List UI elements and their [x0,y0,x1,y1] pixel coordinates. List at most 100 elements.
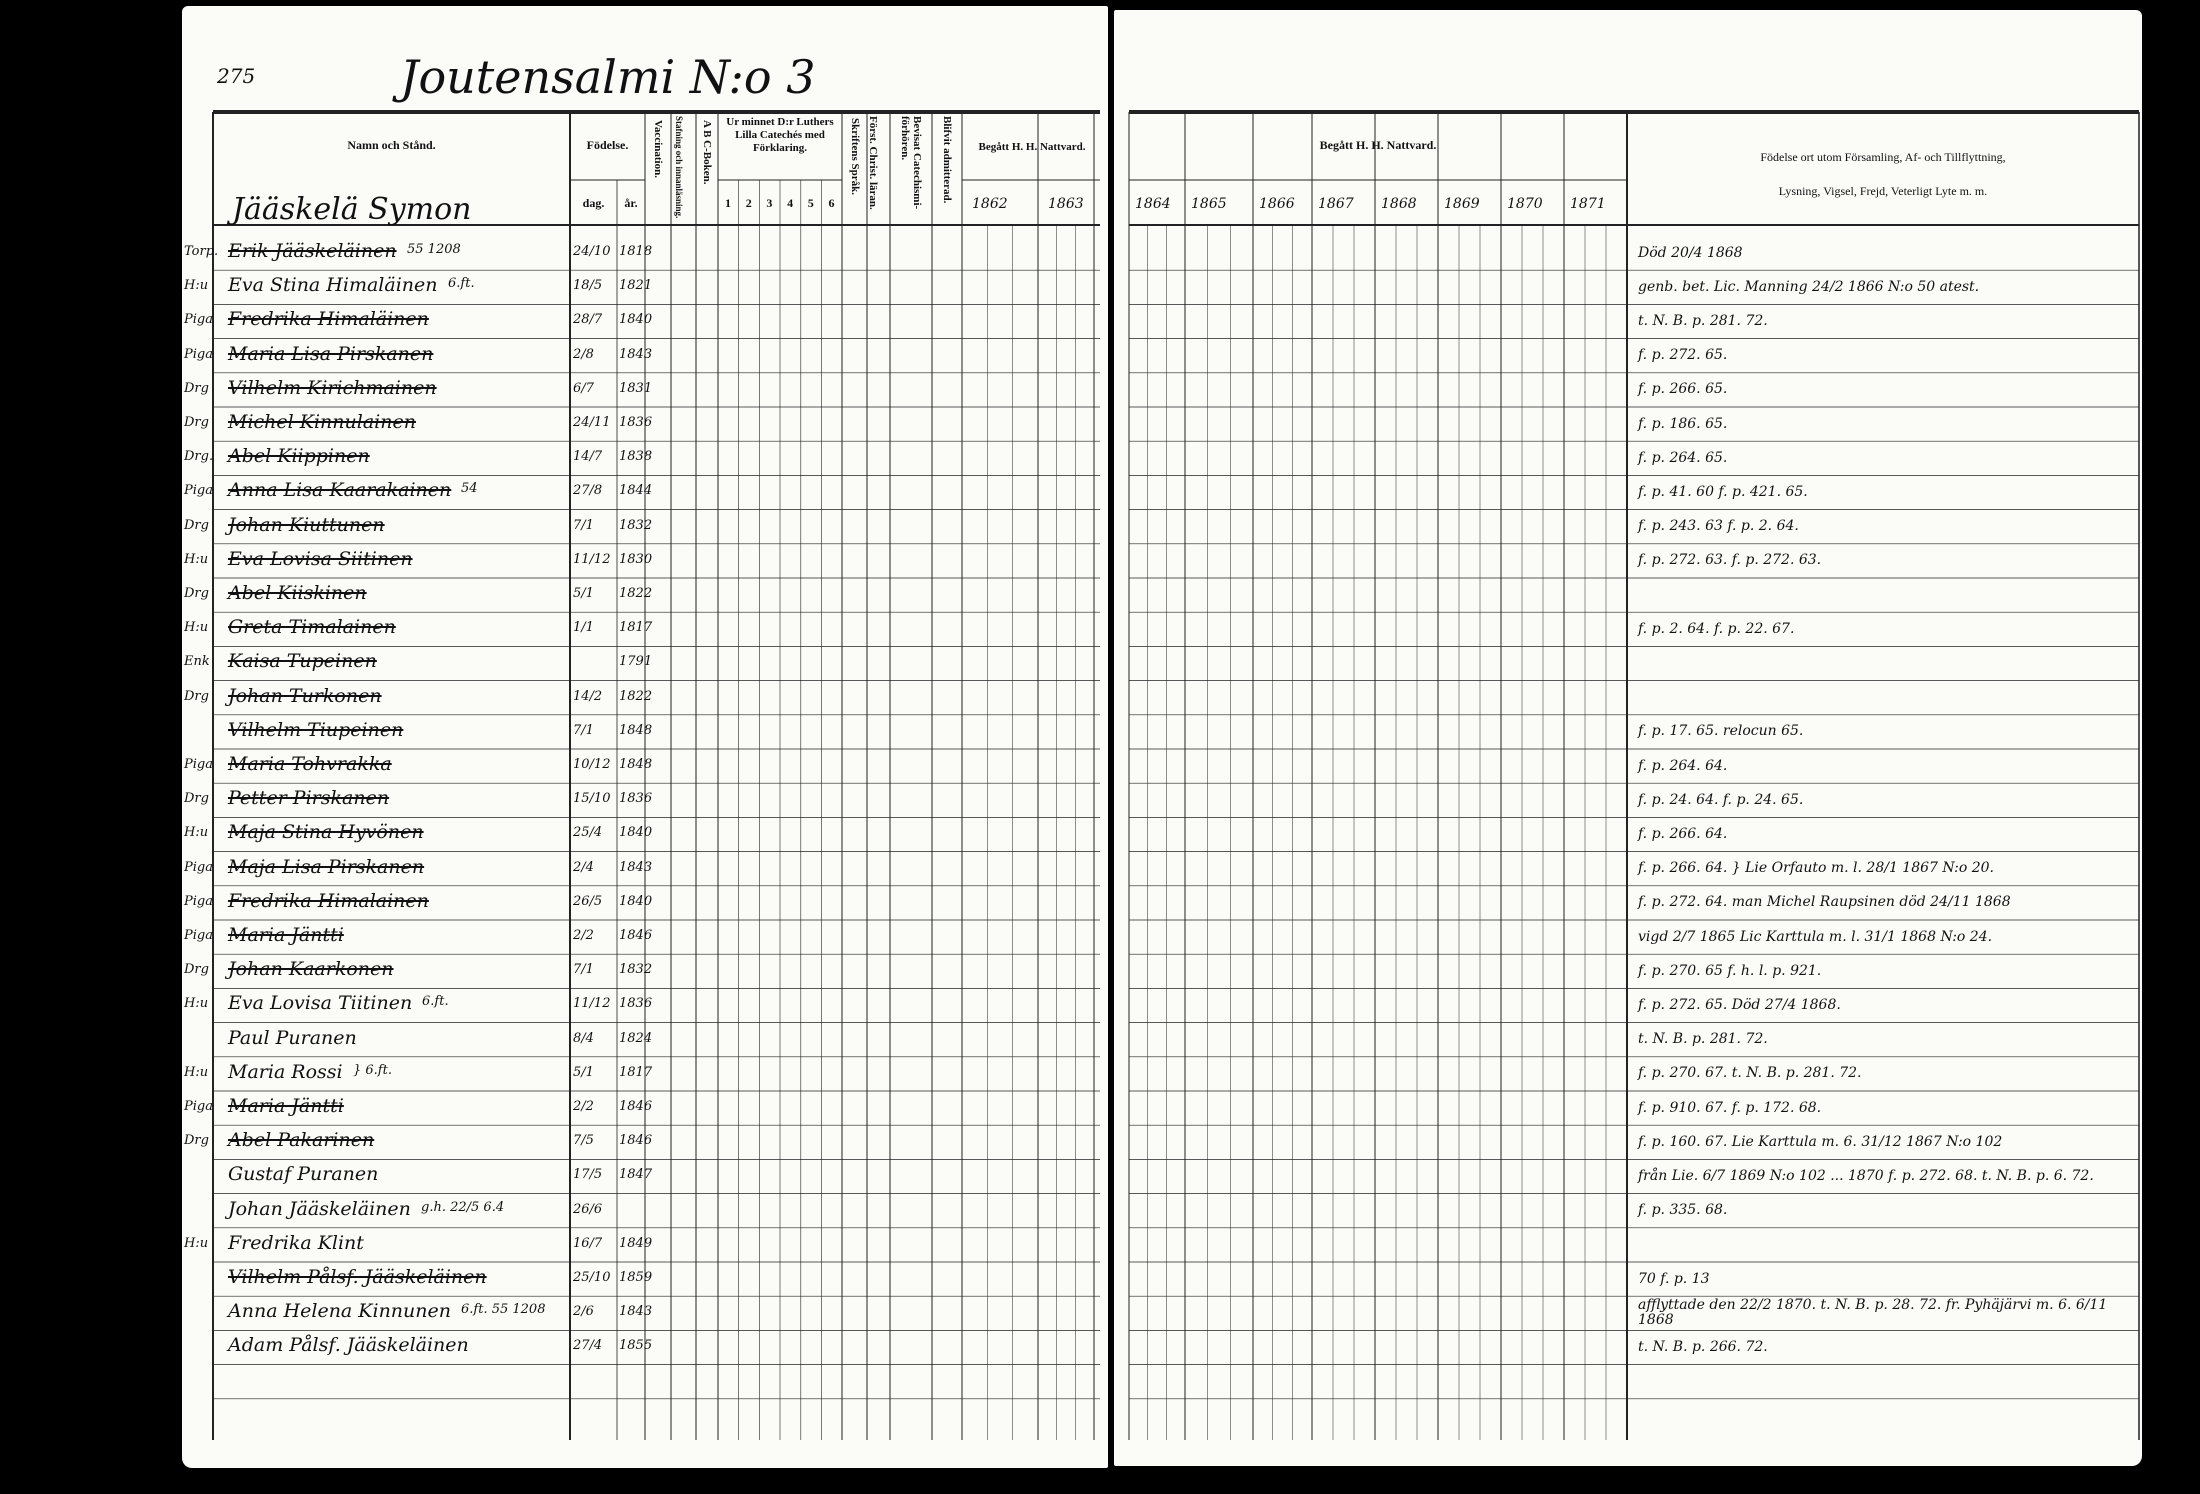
remark-note: f. p. 2. 64. f. p. 22. 67. [1638,620,1795,637]
table-row: Piga Maria Tohvrakka 10/12 1848 [184,749,1100,783]
birth-year: 1844 [619,483,653,499]
remark-note: f. p. 266. 64. } Lie Orfauto m. l. 28/1 … [1638,860,1995,877]
birth-day-month: 6/7 [573,380,594,396]
birth-year: 1848 [619,722,653,738]
remark-note: f. p. 41. 60 f. p. 421. 65. [1638,483,1808,500]
rank-prefix: H:u [184,620,209,636]
rank-prefix: Drg [184,586,209,601]
table-row: Drg Johan Kiuttunen 7/1 1832 [184,510,1100,544]
person-name: Maria Tohvrakka [228,753,392,775]
birth-year: 1824 [619,1030,653,1046]
remark-note: f. p. 24. 64. f. p. 24. 65. [1638,791,1804,808]
birth-day-month: 26/6 [573,1201,603,1217]
header-spelling: Stafning och innanläsning. [674,116,684,219]
table-row: Torp. Erik Jääskeläinen 55 1208 24/10 1818 [184,236,1100,270]
name-annotation: 55 1208 [407,242,461,257]
birth-day-month: 27/8 [573,483,603,499]
birth-year: 1832 [619,517,653,533]
table-row: Drg Johan Kaarkonen 7/1 1832 [184,954,1100,988]
page-number: 275 [217,64,256,88]
table-row: H:u Fredrika Klint 16/7 1849 [184,1228,1100,1262]
birth-year: 1830 [619,551,653,567]
remark-note: f. p. 264. 64. [1638,757,1728,774]
birth-day-month: 15/10 [573,791,611,807]
table-row: Paul Puranen 8/4 1824 [184,1023,1100,1057]
birth-year: 1831 [619,380,653,396]
remark-note: Död 20/4 1868 [1638,244,1743,261]
rank-prefix: H:u [184,1235,209,1251]
rank-prefix: Piga [184,893,213,909]
person-name: Johan Jääskeläinen [228,1197,411,1220]
rank-prefix: Piga [184,1099,213,1114]
birth-year: 1847 [619,1167,653,1183]
birth-year: 1817 [619,620,653,636]
birth-year: 1846 [619,928,653,943]
remark-note: t. N. B. p. 281. 72. [1638,1031,1768,1048]
name-annotation: } 6.ft. [353,1062,392,1078]
table-row: Drg Michel Kinnulainen 24/11 1836 [184,407,1100,441]
birth-day-month: 25/4 [573,825,603,841]
header-birth: Födelse. [586,138,629,152]
birth-year: 1836 [619,996,653,1012]
header-admitted: Blifvit admitterad. [941,116,953,204]
person-name: Vilhelm Pålsf. Jääskeläinen [228,1266,487,1288]
remark-note: f. p. 335. 68. [1638,1202,1728,1219]
birth-day-month: 11/12 [573,551,611,567]
person-name: Maria Jäntti [228,1095,344,1117]
header-year-1862: 1862 [972,196,1008,212]
birth-year: 1838 [619,449,653,465]
remark-note: f. p. 270. 67. t. N. B. p. 281. 72. [1638,1065,1862,1082]
header-catechism-part: 3 [766,196,773,210]
rank-prefix: Torp. [184,244,219,259]
person-name: Eva Stina Himaläinen [228,274,438,297]
birth-day-month: 7/1 [573,722,594,738]
rank-prefix: Drg [184,962,209,978]
birth-day-month: 17/5 [573,1167,603,1183]
name-annotation: g.h. 22/5 6.4 [421,1199,505,1215]
name-annotation: 6.ft. 55 1208 [461,1302,546,1318]
header-scripture: Skriftens Språk. [849,118,861,196]
table-row: Piga Fredrika Himaläinen 28/7 1840 [184,304,1100,338]
birth-year: 1840 [619,312,653,328]
rank-prefix: Drg. [184,449,214,465]
birth-day-month: 2/6 [573,1304,594,1320]
table-row: Piga Fredrika Himalainen 26/5 1840 [184,886,1100,920]
table-row: Drg Abel Kiiskinen 5/1 1822 [184,578,1100,612]
rank-prefix: Piga [184,757,213,772]
birth-day-month: 14/7 [573,449,603,465]
rank-prefix: Drg [184,688,209,704]
birth-year: 1818 [619,244,653,259]
person-name: Maria Lisa Pirskanen [228,342,434,365]
birth-year: 1817 [619,1064,653,1080]
table-row: Piga Maja Lisa Pirskanen 2/4 1843 [184,852,1100,886]
header-year: år. [624,196,638,210]
birth-year: 1821 [619,278,653,294]
table-row: Piga Maria Lisa Pirskanen 2/8 1843 [184,339,1100,373]
header-name: Namn och Stånd. [347,138,436,152]
remark-note: afflyttade den 22/2 1870. t. N. B. p. 28… [1638,1297,2108,1329]
table-row: H:u Eva Lovisa Tiitinen 6.ft. 11/12 1836 [184,988,1100,1022]
header-vaccination: Vaccination. [652,120,664,178]
rank-prefix: Drg [184,517,209,533]
header-year-1867: 1867 [1318,196,1354,212]
rank-prefix: H:u [184,996,209,1012]
table-row: H:u Eva Lovisa Siitinen 11/12 1830 [184,544,1100,578]
person-name: Eva Lovisa Siitinen [228,547,413,570]
table-row: H:u Eva Stina Himaläinen 6.ft. 18/5 1821 [184,270,1100,304]
name-annotation: 6.ft. [448,276,475,292]
birth-year: 1843 [619,1304,653,1320]
person-name: Maria Rossi [228,1060,343,1083]
person-name: Erik Jääskeläinen [228,240,397,262]
person-name: Fredrika Himalainen [228,889,429,912]
remark-note: f. p. 270. 65 f. h. l. p. 921. [1638,962,1822,979]
rank-prefix: Piga [184,346,213,362]
birth-day-month: 2/8 [573,346,594,362]
birth-day-month: 2/4 [573,859,594,875]
birth-year: 1840 [619,825,653,841]
birth-day-month: 11/12 [573,996,611,1012]
remark-note: t. N. B. p. 266. 72. [1638,1338,1768,1355]
remark-note: f. p. 910. 67. f. p. 172. 68. [1638,1099,1822,1116]
birth-year: 1822 [619,586,653,601]
table-row: Johan Jääskeläinen g.h. 22/5 6.4 26/6 [184,1194,1100,1228]
birth-year: 1846 [619,1099,653,1114]
